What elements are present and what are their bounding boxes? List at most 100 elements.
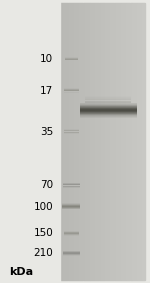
Bar [71,3,72,280]
Bar [96,3,97,280]
Bar [69,3,70,280]
Bar [80,113,136,114]
Bar [113,3,114,280]
Text: 100: 100 [34,201,53,212]
Bar [119,3,120,280]
Bar [84,3,85,280]
Bar [106,3,107,280]
Bar [85,102,131,103]
Bar [72,3,73,280]
Bar [126,3,127,280]
Bar [86,3,87,280]
Bar [125,3,126,280]
Bar [100,3,101,280]
Bar [80,116,136,117]
Bar [105,3,106,280]
Bar [80,108,136,109]
Bar [112,3,113,280]
Bar [140,3,141,280]
Bar [76,3,77,280]
Bar [142,3,143,280]
Bar [80,3,81,280]
Bar [80,117,136,118]
Bar [62,208,80,209]
Bar [110,3,111,280]
Bar [136,3,137,280]
Bar [122,3,123,280]
Bar [120,3,121,280]
Bar [63,3,64,280]
Bar [141,3,142,280]
Text: 150: 150 [33,228,53,239]
Bar [62,205,80,206]
Bar [116,3,117,280]
Bar [78,3,79,280]
Bar [0,0,60,283]
Bar [99,3,100,280]
Bar [111,3,112,280]
Bar [85,96,131,97]
Bar [85,101,131,102]
Bar [127,3,128,280]
Bar [85,98,131,99]
Bar [121,3,122,280]
Bar [80,103,136,104]
Bar [68,3,69,280]
Bar [139,3,140,280]
Bar [88,3,89,280]
Bar [81,3,83,280]
Bar [80,107,136,108]
Bar [80,106,136,107]
Bar [80,111,136,112]
Bar [65,3,66,280]
Bar [80,109,136,110]
Bar [85,3,86,280]
Bar [80,104,136,105]
Bar [61,3,62,280]
Bar [123,3,124,280]
Bar [114,3,116,280]
Bar [62,203,80,204]
Bar [77,3,78,280]
Bar [64,3,65,280]
Bar [129,3,130,280]
Bar [92,3,93,280]
Text: 210: 210 [33,248,53,258]
Bar [93,3,94,280]
Bar [108,3,109,280]
Bar [85,100,131,101]
Bar [128,3,129,280]
Bar [82,3,84,280]
Bar [79,3,80,280]
Bar [137,3,138,280]
Bar [75,3,76,280]
Bar [85,99,131,100]
Bar [73,3,74,280]
Bar [124,3,125,280]
Bar [102,3,103,280]
Bar [60,3,61,280]
Bar [87,3,88,280]
Bar [80,110,136,111]
Bar [74,3,75,280]
Text: 70: 70 [40,180,53,190]
Bar [117,3,118,280]
Bar [89,3,90,280]
Bar [91,3,92,280]
Bar [101,3,102,280]
Bar [109,3,110,280]
Bar [107,3,108,280]
Bar [130,3,132,280]
Bar [138,3,139,280]
Bar [94,3,95,280]
Bar [80,112,136,113]
Bar [132,3,133,280]
Bar [97,3,99,280]
Bar [85,97,131,98]
Text: 17: 17 [40,85,53,96]
Bar [85,95,131,96]
Bar [118,3,119,280]
Bar [80,114,136,115]
Text: 35: 35 [40,127,53,137]
Bar [66,3,68,280]
